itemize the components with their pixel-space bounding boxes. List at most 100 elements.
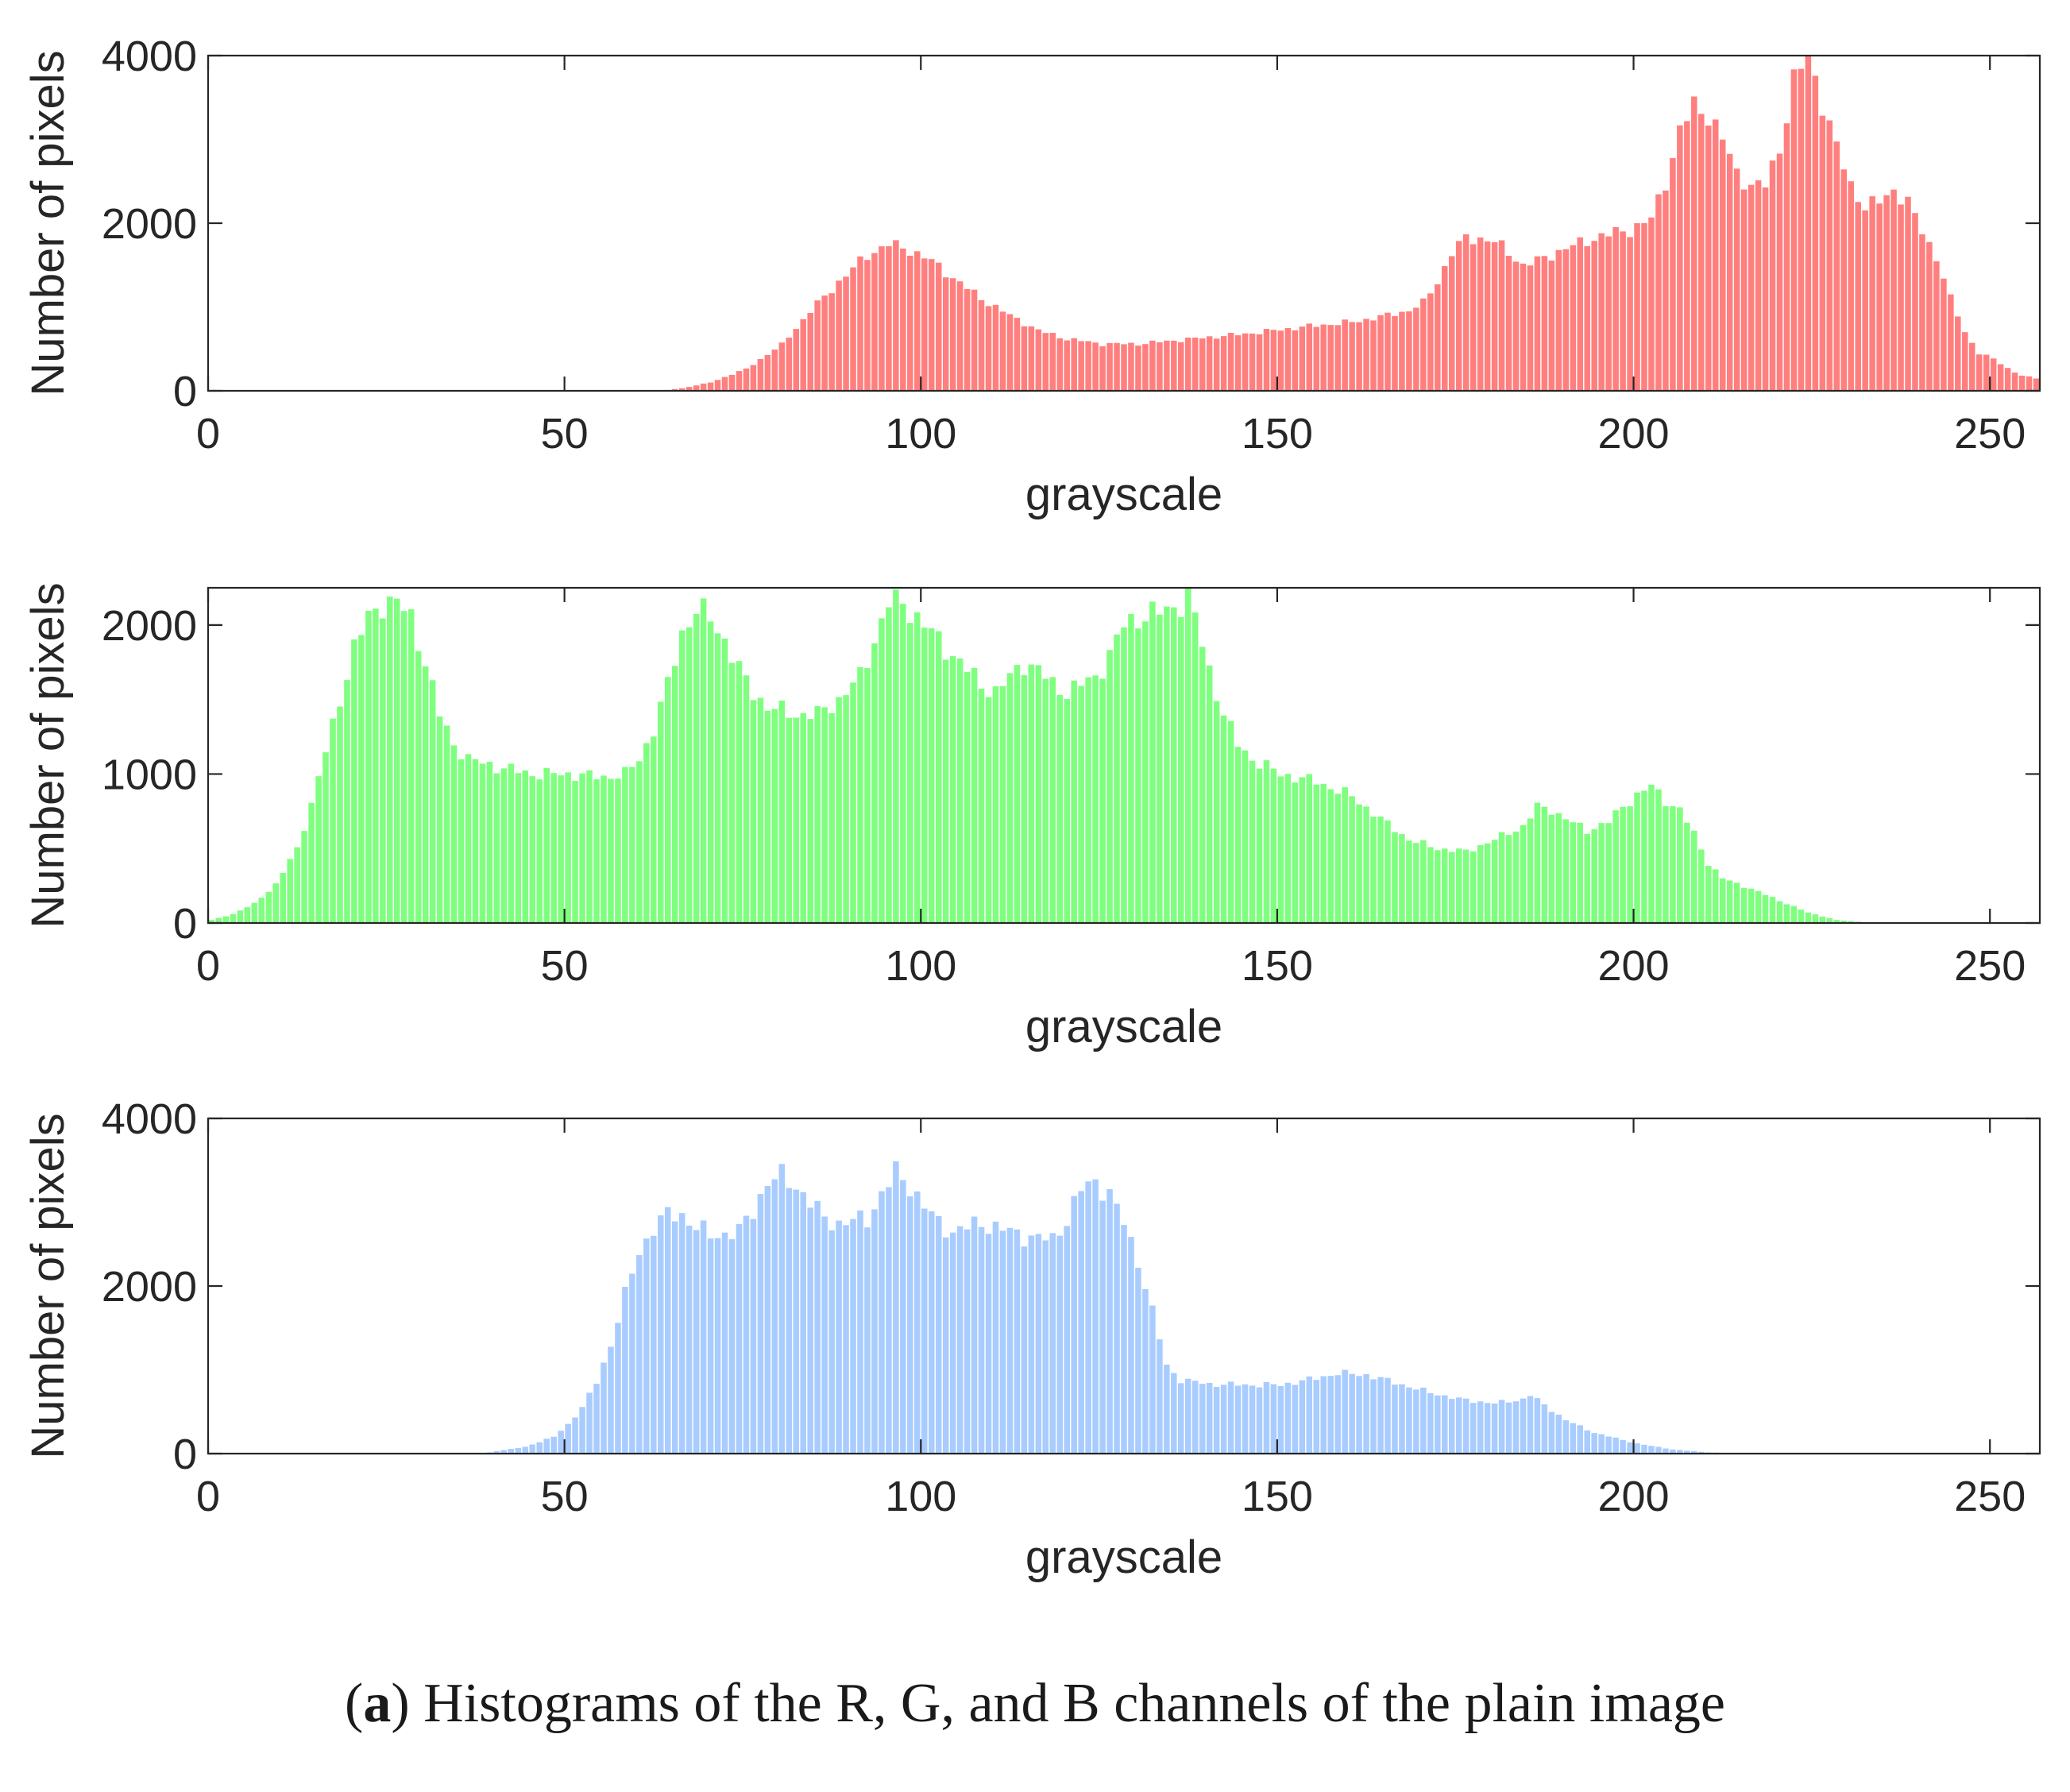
green-bar	[1705, 866, 1712, 923]
green-bar	[522, 770, 529, 923]
green-bar	[529, 776, 536, 923]
green-bar	[222, 916, 230, 923]
green-bar	[807, 719, 813, 923]
green-bar	[1448, 852, 1455, 923]
red-bar	[1149, 340, 1156, 391]
red-bar	[914, 251, 921, 391]
red-bar	[1798, 68, 1805, 392]
red-bar	[1035, 329, 1042, 391]
red-bar	[1755, 180, 1762, 392]
green-bar	[1520, 825, 1527, 923]
blue-bar	[1385, 1377, 1391, 1454]
blue-bar	[1313, 1380, 1320, 1454]
green-bar	[1691, 830, 1697, 923]
green-bar	[344, 680, 350, 923]
green-bar	[407, 609, 415, 923]
blue-bar	[1570, 1423, 1577, 1454]
blue-bar	[1435, 1395, 1441, 1454]
blue-bar	[1477, 1401, 1484, 1454]
blue-bar	[1655, 1446, 1662, 1454]
red-bar	[964, 288, 971, 391]
green-bar	[1848, 921, 1854, 923]
green-bar	[458, 759, 465, 923]
blue-bar	[1455, 1397, 1462, 1454]
red-bar	[1876, 203, 1883, 391]
green-bar	[1748, 888, 1755, 923]
blue-bar	[1527, 1396, 1534, 1454]
blue-bar	[664, 1207, 671, 1454]
green-bar	[1049, 677, 1056, 923]
blue-bar	[1078, 1191, 1084, 1454]
red-bar	[1099, 346, 1106, 391]
blue-bar	[685, 1226, 693, 1454]
blue-x-tick-label: 250	[1954, 1473, 2026, 1520]
red-bar	[1941, 278, 1947, 391]
red-bar	[1164, 340, 1170, 391]
green-bar	[821, 707, 828, 923]
red-channel-histogram: 0 50 100 150 200 250 0 2000 4000 grayscale Number …	[22, 33, 2041, 520]
green-bar	[1042, 678, 1049, 923]
blue-bar	[1442, 1395, 1448, 1454]
red-bar	[1819, 115, 1826, 391]
green-bar	[1242, 750, 1249, 923]
blue-bar	[1220, 1385, 1227, 1454]
green-bar	[1698, 849, 1705, 923]
blue-bar	[1663, 1448, 1669, 1454]
green-bar	[1663, 805, 1669, 923]
blue-bar	[1691, 1450, 1697, 1454]
blue-bar	[629, 1273, 635, 1454]
green-bar	[814, 705, 821, 923]
green-bar	[1078, 686, 1084, 923]
green-bar	[1548, 814, 1555, 923]
blue-bar	[678, 1213, 685, 1454]
blue-bar	[1092, 1179, 1099, 1454]
green-bar	[1462, 849, 1469, 923]
red-bar	[736, 371, 743, 391]
green-bar	[728, 662, 736, 923]
blue-bar	[1299, 1380, 1306, 1454]
red-bar	[1299, 326, 1306, 391]
blue-bar	[1677, 1450, 1683, 1454]
red-bar	[985, 306, 992, 391]
red-bar	[893, 240, 899, 391]
blue-bar	[1356, 1376, 1362, 1454]
red-bar	[1349, 322, 1355, 391]
blue-bar	[786, 1188, 793, 1454]
green-bar	[1349, 796, 1355, 923]
green-x-axis-label: grayscale	[1025, 1001, 1222, 1052]
blue-bar	[793, 1189, 800, 1454]
blue-bar	[543, 1439, 550, 1454]
red-bar	[1284, 328, 1292, 391]
green-bar	[1306, 774, 1313, 923]
blue-bar	[836, 1220, 842, 1454]
green-bar	[1762, 894, 1769, 923]
red-bar	[1562, 249, 1570, 391]
green-bar	[472, 759, 479, 923]
green-bar	[999, 686, 1006, 923]
green-bar	[800, 713, 806, 923]
blue-bar	[914, 1191, 921, 1454]
red-y-tick-label: 0	[173, 368, 197, 415]
red-bar	[1277, 330, 1284, 391]
green-x-tick-label: 100	[885, 942, 956, 990]
red-bar	[1776, 153, 1783, 391]
green-bar	[1562, 819, 1570, 923]
green-bar	[1206, 665, 1213, 923]
blue-bar	[1249, 1385, 1256, 1454]
red-bar	[1385, 312, 1391, 391]
red-bar	[750, 365, 757, 391]
blue-bar	[1121, 1225, 1127, 1454]
blue-bar	[1584, 1430, 1590, 1454]
green-bar	[1363, 806, 1369, 923]
blue-bar	[658, 1215, 664, 1454]
red-bar	[821, 295, 828, 391]
blue-y-tick-label: 0	[173, 1431, 197, 1478]
green-bar	[928, 628, 935, 923]
green-bar	[1313, 784, 1320, 923]
green-bar	[985, 697, 992, 923]
blue-y-tick-label: 4000	[102, 1095, 197, 1143]
blue-bar	[1512, 1401, 1520, 1454]
blue-bar	[871, 1209, 878, 1454]
red-bar	[857, 256, 863, 391]
red-bar	[1085, 341, 1091, 391]
